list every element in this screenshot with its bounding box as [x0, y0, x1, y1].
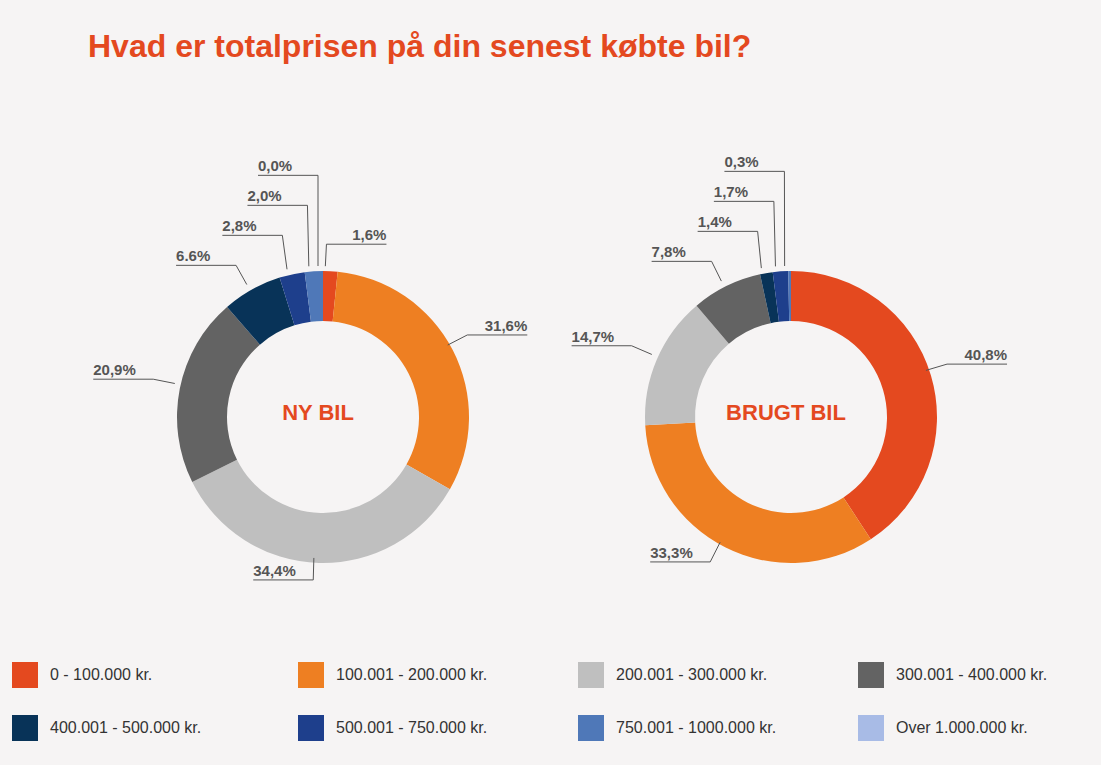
svg-text:1,7%: 1,7%: [714, 183, 748, 200]
svg-text:6.6%: 6.6%: [176, 247, 210, 264]
html-text:400.001 - 500.000 kr.: 400.001 - 500.000 kr.: [50, 719, 202, 736]
svg-text:BRUGT BIL: BRUGT BIL: [726, 400, 846, 425]
svg-text:31,6%: 31,6%: [485, 317, 528, 334]
svg-text:NY BIL: NY BIL: [282, 400, 354, 425]
html-text:Over 1.000.000 kr.: Over 1.000.000 kr.: [896, 719, 1028, 736]
svg-text:0,0%: 0,0%: [258, 157, 292, 174]
svg-text:0,3%: 0,3%: [724, 153, 758, 170]
svg-text:40,8%: 40,8%: [964, 346, 1007, 363]
html-text:100.001 - 200.000 kr.: 100.001 - 200.000 kr.: [336, 666, 488, 683]
html-text:750.001 - 1000.000 kr.: 750.001 - 1000.000 kr.: [616, 719, 777, 736]
svg-text:33,3%: 33,3%: [650, 544, 693, 561]
html-text:Hvad er totalprisen på din sen: Hvad er totalprisen på din senest købte …: [88, 28, 752, 64]
html-text:300.001 - 400.000 kr.: 300.001 - 400.000 kr.: [896, 666, 1048, 683]
svg-text:2,8%: 2,8%: [222, 217, 256, 234]
svg-text:1,6%: 1,6%: [352, 226, 386, 243]
html-text:500.001 - 750.000 kr.: 500.001 - 750.000 kr.: [336, 719, 488, 736]
html-text:0 - 100.000 kr.: 0 - 100.000 kr.: [50, 666, 153, 683]
svg-text:2,0%: 2,0%: [247, 187, 281, 204]
svg-text:20,9%: 20,9%: [93, 361, 136, 378]
svg-text:14,7%: 14,7%: [572, 328, 615, 345]
svg-text:34,4%: 34,4%: [253, 562, 296, 579]
svg-text:7,8%: 7,8%: [652, 243, 686, 260]
svg-text:1,4%: 1,4%: [698, 213, 732, 230]
html-text:200.001 - 300.000 kr.: 200.001 - 300.000 kr.: [616, 666, 768, 683]
